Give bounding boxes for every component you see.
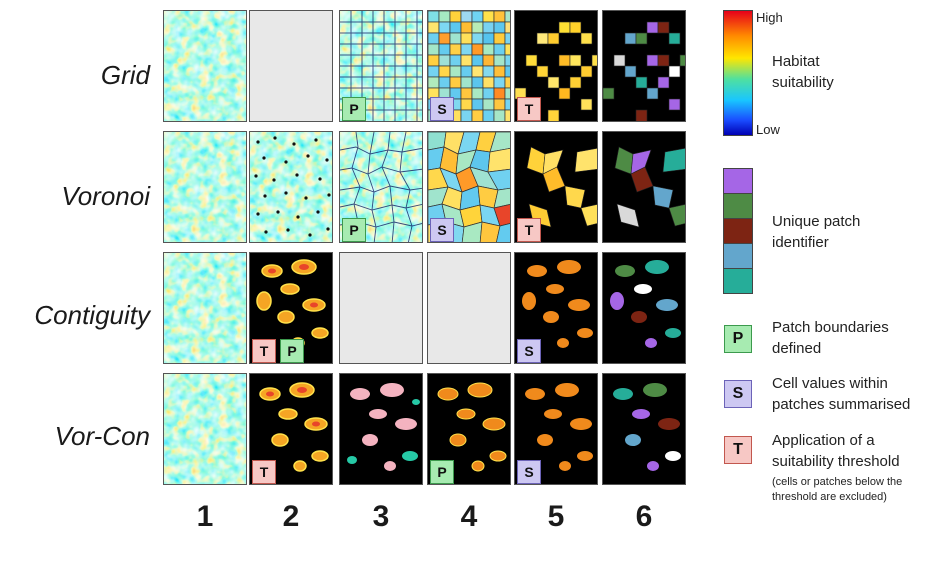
- map-contiguity-1: [163, 252, 247, 364]
- badge-p: P: [342, 97, 366, 121]
- map-contiguity-5: S: [514, 252, 598, 364]
- patch-swatch: [724, 194, 752, 219]
- suitability-color-bar: [723, 10, 753, 136]
- legend-patch-line1: Unique patch: [772, 213, 861, 230]
- map-voronoi-3: P: [339, 131, 423, 243]
- map-voronoi-6: [602, 131, 686, 243]
- legend-badge-p: P: [724, 325, 752, 353]
- legend-t-note2: threshold are excluded): [772, 491, 887, 503]
- patch-swatch: [724, 269, 752, 293]
- badge-t: T: [517, 218, 541, 242]
- map-vorcon-1: [163, 373, 247, 485]
- column-number-3: 3: [372, 500, 390, 533]
- badge-s: S: [430, 218, 454, 242]
- map-voronoi-2: [249, 131, 333, 243]
- badge-t: T: [252, 339, 276, 363]
- legend-high-label: High: [756, 10, 783, 25]
- legend-suitability-line1: Habitat: [772, 53, 820, 70]
- map-contiguity-6: [602, 252, 686, 364]
- map-voronoi-4: S: [427, 131, 511, 243]
- map-grid-2-empty: [249, 10, 333, 122]
- legend-t-line1: Application of a: [772, 432, 875, 449]
- patch-swatch: [724, 219, 752, 244]
- patch-swatch: [724, 244, 752, 269]
- badge-t: T: [517, 97, 541, 121]
- map-vorcon-3: [339, 373, 423, 485]
- legend-t-note1: (cells or patches below the: [772, 476, 903, 488]
- legend-s-line1: Cell values within: [772, 375, 888, 392]
- map-voronoi-1: [163, 131, 247, 243]
- legend-s-line2: patches summarised: [772, 396, 911, 413]
- row-label-contiguity: Contiguity: [34, 300, 150, 330]
- map-voronoi-5: T: [514, 131, 598, 243]
- map-contiguity-3-empty: [339, 252, 423, 364]
- map-contiguity-4-empty: [427, 252, 511, 364]
- legend-patch-line2: identifier: [772, 234, 829, 251]
- row-label-vorcon: Vor-Con: [54, 421, 150, 451]
- map-vorcon-6: [602, 373, 686, 485]
- legend-t-line2: suitability threshold: [772, 453, 900, 470]
- map-contiguity-2: T P: [249, 252, 333, 364]
- legend-p-line1: Patch boundaries: [772, 319, 889, 336]
- map-grid-3: P: [339, 10, 423, 122]
- badge-s: S: [430, 97, 454, 121]
- badge-p: P: [280, 339, 304, 363]
- map-grid-1: [163, 10, 247, 122]
- badge-s: S: [517, 339, 541, 363]
- legend-badge-s: S: [724, 380, 752, 408]
- badge-p: P: [342, 218, 366, 242]
- map-grid-5: T: [514, 10, 598, 122]
- badge-p: P: [430, 460, 454, 484]
- badge-s: S: [517, 460, 541, 484]
- column-number-2: 2: [282, 500, 300, 533]
- map-vorcon-2: T: [249, 373, 333, 485]
- column-number-6: 6: [635, 500, 653, 533]
- row-label-grid: Grid: [100, 60, 150, 90]
- column-number-4: 4: [460, 500, 478, 533]
- map-grid-6: [602, 10, 686, 122]
- patch-identifier-swatches: [723, 168, 753, 294]
- column-number-5: 5: [547, 500, 565, 533]
- map-vorcon-4: P: [427, 373, 511, 485]
- legend-badge-t: T: [724, 436, 752, 464]
- badge-t: T: [252, 460, 276, 484]
- patch-swatch: [724, 169, 752, 194]
- legend-low-label: Low: [756, 122, 780, 137]
- map-grid-4: S: [427, 10, 511, 122]
- column-number-1: 1: [196, 500, 214, 533]
- row-label-voronoi: Voronoi: [61, 181, 150, 211]
- legend-suitability-line2: suitability: [772, 74, 834, 91]
- legend-p-line2: defined: [772, 340, 822, 357]
- map-vorcon-5: S: [514, 373, 598, 485]
